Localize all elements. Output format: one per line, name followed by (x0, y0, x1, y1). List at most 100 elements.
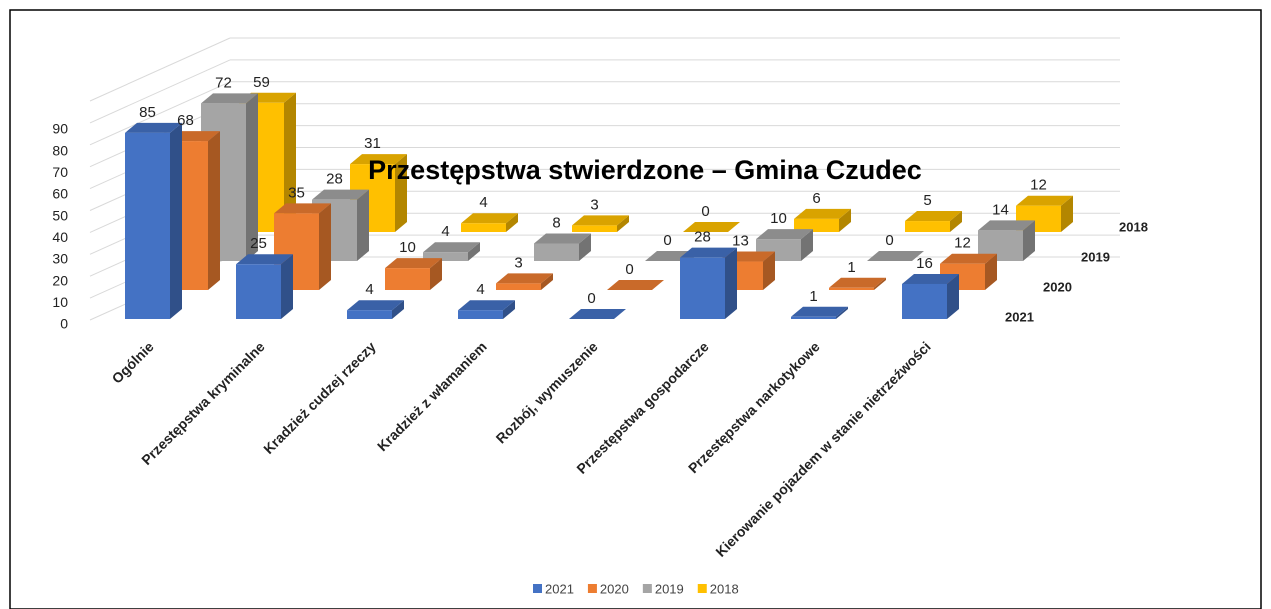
data-label: 3 (590, 196, 598, 213)
y-tick-label: 10 (52, 294, 68, 310)
bar-side (763, 251, 775, 290)
bar-side (170, 122, 182, 319)
legend-label: 2018 (710, 581, 739, 596)
bar (423, 242, 480, 261)
data-label: 35 (288, 184, 305, 201)
bar (829, 277, 886, 290)
y-tick-label: 60 (52, 186, 68, 202)
bar-top (867, 251, 924, 261)
data-label: 14 (992, 201, 1009, 218)
bar-side (874, 277, 886, 290)
legend-swatch (587, 584, 597, 593)
bar-top (461, 213, 518, 224)
legend-label: 2020 (600, 581, 629, 596)
data-label: 28 (326, 171, 343, 188)
bar (794, 208, 851, 232)
bar-side (392, 300, 404, 319)
bar (569, 309, 626, 319)
legend-swatch (533, 584, 542, 593)
bar-side (947, 273, 959, 319)
bar (683, 222, 740, 232)
bar-top (680, 247, 737, 258)
y-tick-label: 80 (52, 142, 68, 158)
bar (385, 258, 442, 290)
bar (534, 233, 591, 261)
bar-side (801, 229, 813, 261)
data-label: 31 (364, 135, 381, 152)
bar-side (1023, 220, 1035, 261)
data-label: 68 (177, 112, 194, 129)
bar-top (794, 208, 851, 219)
data-label: 0 (701, 203, 709, 220)
depth-label: 2020 (1043, 279, 1072, 294)
y-tick-label: 90 (52, 121, 68, 137)
bar-side (725, 247, 737, 319)
bar (940, 253, 997, 290)
data-label: 10 (399, 239, 416, 256)
bar-top (534, 233, 591, 244)
data-label: 6 (812, 190, 820, 207)
bar-side (357, 189, 369, 261)
bar (607, 280, 664, 290)
bar-top (458, 300, 515, 311)
bar-top (423, 242, 480, 253)
bar (125, 122, 182, 319)
y-tick-label: 70 (52, 164, 68, 180)
data-label: 8 (552, 214, 560, 231)
x-tick-label: Kradzież cudzej rzeczy (260, 338, 379, 457)
bar-top (347, 300, 404, 311)
depth-label: 2021 (1005, 309, 1034, 324)
data-label: 25 (250, 235, 267, 252)
chart-title: Przestępstwa stwierdzone – Gmina Czudec (368, 155, 922, 185)
bar-top (978, 220, 1035, 231)
bar-side (319, 203, 331, 290)
bar-front (461, 223, 506, 232)
bar-front (458, 310, 503, 319)
grid-line (89, 59, 231, 124)
bar-side (1061, 195, 1073, 232)
bar-top (569, 309, 626, 319)
bar-side (617, 215, 629, 232)
bar-side (579, 233, 591, 261)
data-label: 4 (441, 223, 449, 240)
bar-side (395, 154, 407, 232)
legend-label: 2021 (545, 581, 574, 596)
bar-side (506, 213, 518, 232)
data-label: 0 (885, 232, 893, 249)
bar-top (829, 277, 886, 288)
bar-top (905, 211, 962, 222)
data-label: 12 (1030, 177, 1047, 194)
bar-top (312, 189, 369, 200)
y-tick-label: 40 (52, 229, 68, 245)
data-label: 72 (215, 74, 232, 91)
data-label: 0 (663, 232, 671, 249)
bar (680, 247, 737, 319)
bar (902, 273, 959, 319)
bar-front (902, 283, 947, 319)
bar-side (541, 273, 553, 290)
bar-side (284, 92, 296, 232)
y-tick-label: 20 (52, 272, 68, 288)
x-tick-label: Kierowanie pojazdem w stanie nietrzeźwoś… (712, 338, 933, 559)
x-tick-label: Rozbój, wymuszenie (493, 338, 601, 446)
data-label: 4 (365, 281, 373, 298)
data-label: 59 (253, 74, 270, 91)
bar-top (496, 273, 553, 284)
bar-front (829, 287, 874, 290)
bar-side (985, 253, 997, 290)
data-label: 1 (809, 288, 817, 305)
bar-top (385, 258, 442, 269)
data-label: 5 (923, 192, 931, 209)
data-label: 3 (514, 254, 522, 271)
bar-top (201, 93, 258, 104)
bar-top (683, 222, 740, 232)
bar (236, 254, 293, 319)
bar-front (572, 225, 617, 232)
bar-front (347, 310, 392, 319)
bar-front (385, 268, 430, 290)
data-label: 0 (587, 290, 595, 307)
depth-label: 2019 (1081, 249, 1110, 264)
bar-front (791, 316, 836, 319)
bar-side (468, 242, 480, 261)
bar-top (572, 215, 629, 226)
